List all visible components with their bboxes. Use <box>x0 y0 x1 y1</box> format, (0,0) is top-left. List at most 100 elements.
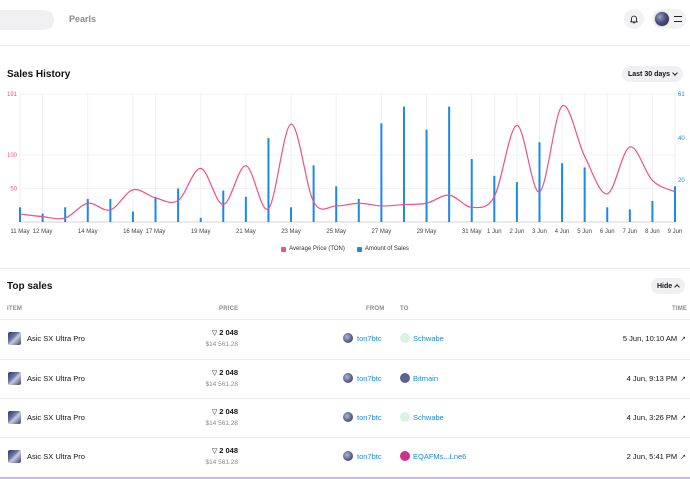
chart-legend: Average Price (TON) Amount of Sales <box>0 246 690 252</box>
price-ton: ▽ 2 048 <box>212 446 238 455</box>
nav-link-pearls[interactable]: Pearls <box>69 14 97 24</box>
from-avatar <box>343 373 353 383</box>
to-link[interactable]: EQAFMs...Lne6 <box>413 452 467 461</box>
sales-amount-bar <box>312 165 315 222</box>
top-sales-title: Top sales <box>7 281 53 292</box>
external-link-icon: ↗ <box>680 453 686 461</box>
from-avatar <box>343 451 353 461</box>
x-tick-label: 31 May <box>462 229 482 235</box>
x-tick-label: 12 May <box>33 229 53 235</box>
from-link[interactable]: ton7btc <box>357 334 382 343</box>
sales-amount-bar <box>606 207 609 222</box>
date-range-dropdown[interactable]: Last 30 days <box>622 66 684 82</box>
y-right-tick-label: 61 <box>678 92 685 98</box>
y-left-tick-label: 50 <box>10 186 17 192</box>
sale-time[interactable]: 4 Jun, 3:26 PM ↗ <box>627 413 686 422</box>
price-usd: $14 561.28 <box>205 381 238 388</box>
y-right-tick-label: 40 <box>678 136 685 142</box>
chevron-up-icon <box>674 284 681 290</box>
search-input[interactable] <box>0 10 54 30</box>
bell-icon <box>630 15 638 24</box>
legend-price-label: Average Price (TON) <box>289 246 345 252</box>
price-ton: ▽ 2 048 <box>212 407 238 416</box>
from-link[interactable]: ton7btc <box>357 374 382 383</box>
sale-time[interactable]: 4 Jun, 9:13 PM ↗ <box>627 374 686 383</box>
x-tick-label: 27 May <box>372 229 392 235</box>
external-link-icon: ↗ <box>680 414 686 422</box>
column-header-from: FROM <box>366 306 385 312</box>
column-header-time: TIME <box>672 306 688 312</box>
average-price-line <box>19 105 676 220</box>
table-row[interactable]: Asic SX Ultra Pro ▽ 2 048 $14 561.28 ton7btc… <box>0 437 690 476</box>
sales-amount-bar <box>538 142 541 222</box>
sale-time-value: 4 Jun, 9:13 PM <box>626 374 678 383</box>
sales-amount-bar <box>222 190 225 222</box>
column-header-price: PRICE <box>219 306 239 312</box>
y-right-tick-label: 20 <box>678 178 685 184</box>
sales-amount-bar <box>493 175 496 222</box>
to-link[interactable]: Schwabe <box>413 334 444 343</box>
y-left-tick-label: 191 <box>7 92 18 98</box>
to-avatar <box>400 451 410 461</box>
item-name[interactable]: Asic SX Ultra Pro <box>27 334 85 343</box>
sales-history-chart: 11 May 12 May 14 May 16 May 17 May 19 May 21 M… <box>7 92 685 235</box>
sales-amount-bar <box>177 188 180 222</box>
from-link[interactable]: ton7btc <box>357 452 382 461</box>
sales-amount-bar <box>86 198 89 222</box>
amount-swatch <box>356 246 362 252</box>
ton-icon: ▽ <box>211 409 218 416</box>
sales-amount-bar <box>19 207 21 222</box>
section-divider <box>0 268 690 269</box>
x-tick-label: 29 May <box>417 229 437 235</box>
sales-amount-bar <box>290 207 293 222</box>
x-tick-label: 8 Jun <box>645 229 660 235</box>
sales-amount-bar <box>199 217 202 222</box>
x-tick-label: 23 May <box>281 229 301 235</box>
column-header-to: TO <box>400 306 409 312</box>
from-link[interactable]: ton7btc <box>357 413 382 422</box>
avatar <box>654 11 670 27</box>
legend-item-amount[interactable]: Amount of Sales <box>356 246 409 252</box>
item-name[interactable]: Asic SX Ultra Pro <box>27 374 85 383</box>
ton-icon: ▽ <box>211 370 218 377</box>
item-thumbnail <box>8 450 21 463</box>
price-ton-value: 2 048 <box>219 407 238 416</box>
sales-amount-bar <box>651 201 654 222</box>
x-tick-label: 25 May <box>326 229 346 235</box>
price-ton: ▽ 2 048 <box>212 368 238 377</box>
table-row[interactable]: Asic SX Ultra Pro ▽ 2 048 $14 561.28 ton7btc… <box>0 359 690 398</box>
bottom-accent-bar <box>0 477 690 479</box>
x-tick-label: 3 Jun <box>532 229 547 235</box>
price-ton: ▽ 2 048 <box>212 328 238 337</box>
table-row[interactable]: Asic SX Ultra Pro ▽ 2 048 $14 561.28 ton7btc… <box>0 398 690 437</box>
item-thumbnail <box>8 411 21 424</box>
to-link[interactable]: Bitmain <box>413 374 439 383</box>
notifications-button[interactable] <box>624 9 644 29</box>
sale-time[interactable]: 5 Jun, 10:10 AM ↗ <box>623 334 686 343</box>
sales-amount-bar <box>583 167 586 222</box>
sales-amount-bar <box>448 106 451 222</box>
hide-button[interactable]: Hide <box>651 278 686 294</box>
to-link[interactable]: Schwabe <box>413 413 444 422</box>
sales-amount-bar <box>154 196 157 222</box>
sales-amount-bar <box>674 186 676 222</box>
legend-item-price[interactable]: Average Price (TON) <box>281 246 345 252</box>
top-bar: Pearls <box>0 0 690 46</box>
price-usd: $14 561.28 <box>205 420 238 427</box>
price-ton-value: 2 048 <box>219 328 238 337</box>
column-header-item: ITEM <box>7 306 23 312</box>
item-name[interactable]: Asic SX Ultra Pro <box>27 413 85 422</box>
x-tick-label: 2 Jun <box>510 229 525 235</box>
user-menu-button[interactable] <box>652 9 686 29</box>
sale-time-value: 5 Jun, 10:10 AM <box>622 334 678 343</box>
x-tick-label: 19 May <box>191 229 211 235</box>
sale-time[interactable]: 2 Jun, 5:41 PM ↗ <box>627 452 686 461</box>
ton-icon: ▽ <box>211 448 218 455</box>
price-usd: $14 561.28 <box>205 341 238 348</box>
x-tick-label: 1 Jun <box>487 229 502 235</box>
x-tick-label: 16 May <box>123 229 143 235</box>
item-name[interactable]: Asic SX Ultra Pro <box>27 452 85 461</box>
sales-amount-bar <box>515 182 518 222</box>
table-row[interactable]: Asic SX Ultra Pro ▽ 2 048 $14 561.28 ton7btc… <box>0 319 690 358</box>
legend-amount-label: Amount of Sales <box>364 246 409 252</box>
